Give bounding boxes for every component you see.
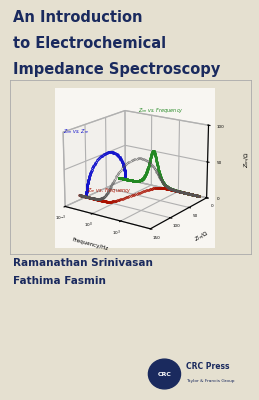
- Text: Fathima Fasmin: Fathima Fasmin: [13, 276, 106, 286]
- Y-axis label: $Z_{re}$/Ω: $Z_{re}$/Ω: [193, 229, 211, 244]
- Text: to Electrochemical: to Electrochemical: [13, 36, 166, 51]
- Text: $Z_{re}$ vs. Frequency: $Z_{re}$ vs. Frequency: [87, 186, 132, 195]
- Text: CRC: CRC: [157, 372, 171, 376]
- X-axis label: Frequency/Hz: Frequency/Hz: [72, 237, 109, 252]
- Text: $Z_{im}$ vs. $Z_{re}$: $Z_{im}$ vs. $Z_{re}$: [63, 127, 89, 136]
- Text: CRC Press: CRC Press: [186, 362, 230, 371]
- Text: An Introduction: An Introduction: [13, 10, 142, 25]
- Text: $Z_{im}$ vs. Frequency: $Z_{im}$ vs. Frequency: [138, 106, 184, 115]
- Circle shape: [148, 359, 181, 389]
- Text: Impedance Spectroscopy: Impedance Spectroscopy: [13, 62, 220, 77]
- Text: Ramanathan Srinivasan: Ramanathan Srinivasan: [13, 258, 153, 268]
- Text: Taylor & Francis Group: Taylor & Francis Group: [186, 379, 235, 383]
